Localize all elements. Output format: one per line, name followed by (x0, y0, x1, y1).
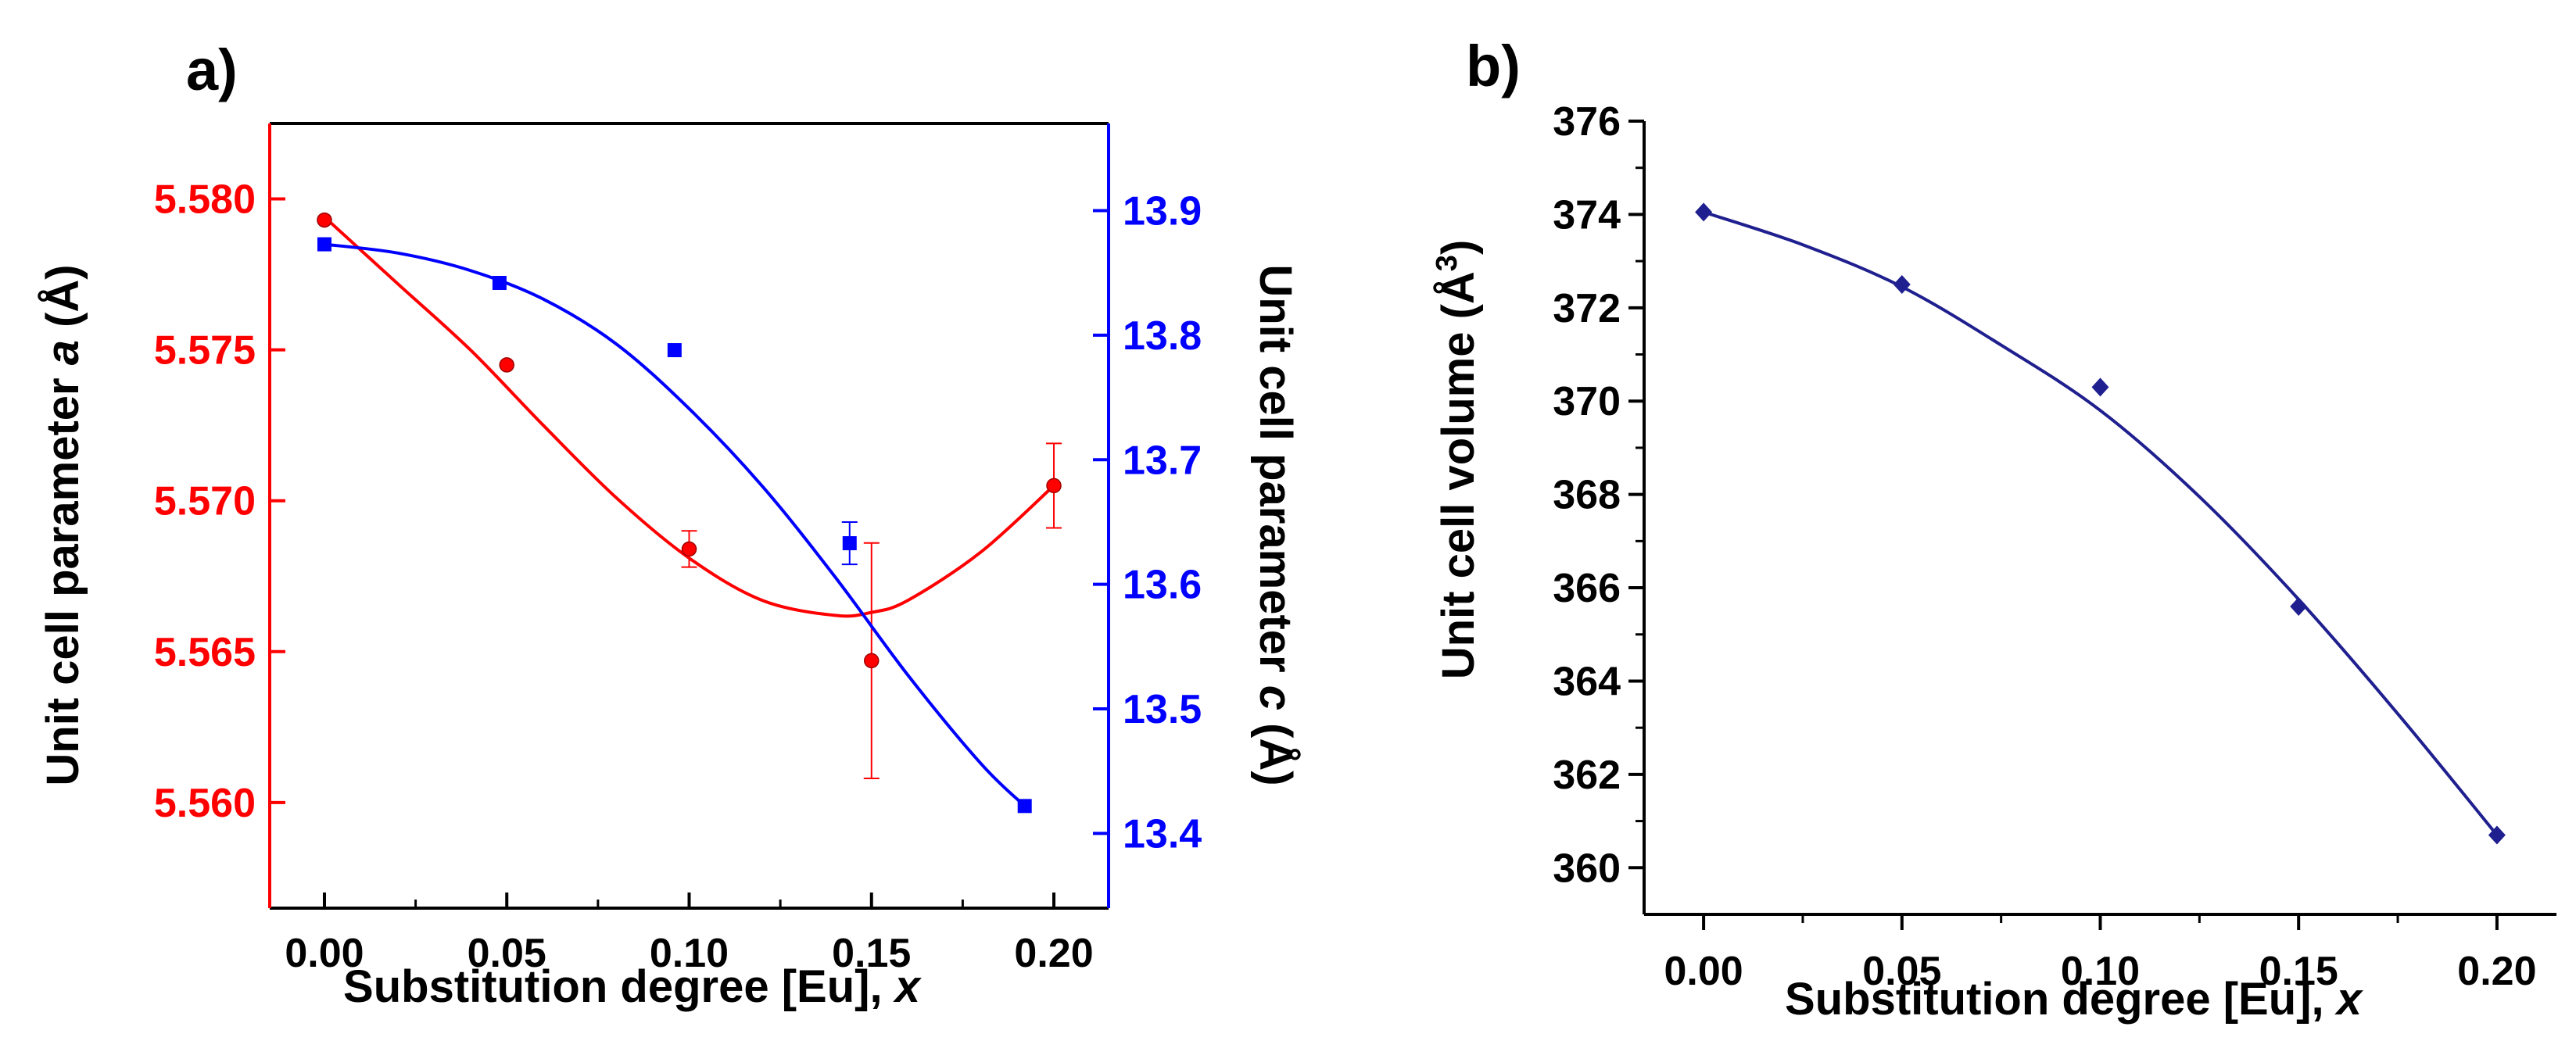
panel-b-x-axis-label: Substitution degree [Eu], x (1785, 974, 2364, 1025)
right-y-tick-label: 13.7 (1123, 438, 1202, 483)
y-tick-label: 366 (1553, 566, 1621, 611)
panel-b-plot-area: 0.00 0.05 0.10 0.15 0.20 360 362 364 366 368 370 37… (1553, 99, 2556, 994)
y-tick-label: 364 (1553, 659, 1621, 704)
panel-a-chart: a) 0.00 0.05 0.10 0.15 0.20 5.560 5.565 5.570 5.… (38, 38, 1301, 1012)
right-y-tick-label: 13.5 (1123, 687, 1202, 732)
series-a-point (499, 357, 514, 373)
y-tick-label: 374 (1553, 192, 1621, 238)
panel-a-left-y-axis-label: Unit cell parameter a (Å) (38, 264, 88, 785)
panel-a-label: a) (186, 38, 238, 102)
series-V-point (2488, 825, 2506, 845)
x-tick-label: 0.00 (1664, 949, 1743, 994)
y-tick-label: 368 (1553, 473, 1621, 518)
x-tick-label: 0.00 (285, 931, 364, 976)
right-y-tick-label: 13.6 (1123, 563, 1202, 608)
left-y-tick-label: 5.580 (154, 177, 256, 223)
series-a-point (681, 541, 697, 557)
x-tick-label: 0.10 (2061, 949, 2140, 994)
x-tick-label: 0.15 (2259, 949, 2338, 994)
series-c-point (667, 343, 682, 358)
x-tick-label: 0.10 (650, 931, 729, 976)
x-tick-label: 0.20 (1014, 931, 1093, 976)
y-tick-label: 372 (1553, 286, 1621, 331)
panel-a-right-y-axis-label: Unit cell parameter c (Å) (1250, 264, 1301, 785)
left-y-tick-label: 5.575 (154, 328, 256, 374)
series-V-point (2091, 377, 2109, 397)
panel-b-chart: b) 0.00 0.05 0.10 0.15 0.20 360 362 364 366 368 37… (1431, 34, 2556, 1025)
x-tick-label: 0.05 (468, 931, 546, 976)
panel-a-plot-area: 0.00 0.05 0.10 0.15 0.20 5.560 5.565 5.570 5.575… (154, 122, 1202, 976)
series-V-point (1695, 202, 1713, 222)
series-c-point (317, 237, 331, 252)
left-y-tick-label: 5.570 (154, 479, 256, 524)
y-tick-label: 362 (1553, 753, 1621, 798)
series-c-point (492, 275, 507, 290)
panel-b-label: b) (1466, 34, 1521, 98)
panel-b-y-axis-label: Unit cell volume (Å3) (1431, 240, 1484, 680)
y-tick-label: 360 (1553, 846, 1621, 891)
series-V-fit-line (1703, 210, 2499, 836)
series-a-point (864, 653, 880, 669)
left-y-tick-label: 5.565 (154, 630, 256, 675)
right-y-tick-label: 13.9 (1123, 189, 1202, 234)
left-y-tick-label: 5.560 (154, 781, 256, 826)
series-V-point (1893, 274, 1911, 294)
series-c-fit-line (324, 242, 1026, 807)
series-c-point (1017, 799, 1032, 814)
y-tick-label: 370 (1553, 379, 1621, 424)
right-y-tick-label: 13.4 (1123, 811, 1202, 857)
series-a-point (1046, 478, 1062, 494)
x-tick-label: 0.20 (2457, 949, 2536, 994)
right-y-tick-label: 13.8 (1123, 313, 1202, 359)
panel-a-x-axis-label: Substitution degree [Eu], x (343, 961, 923, 1012)
y-tick-label: 376 (1553, 99, 1621, 145)
x-tick-label: 0.05 (1862, 949, 1941, 994)
series-a-point (317, 212, 332, 228)
series-V-point (2290, 596, 2308, 616)
series-c-point (842, 536, 857, 551)
x-tick-label: 0.15 (832, 931, 911, 976)
